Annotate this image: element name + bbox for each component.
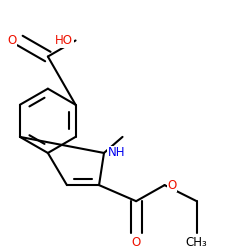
Text: O: O (132, 236, 141, 249)
Text: HO: HO (55, 34, 73, 47)
Text: NH: NH (108, 146, 125, 160)
Text: O: O (168, 178, 177, 192)
Text: O: O (7, 34, 16, 47)
Text: CH₃: CH₃ (186, 236, 208, 249)
